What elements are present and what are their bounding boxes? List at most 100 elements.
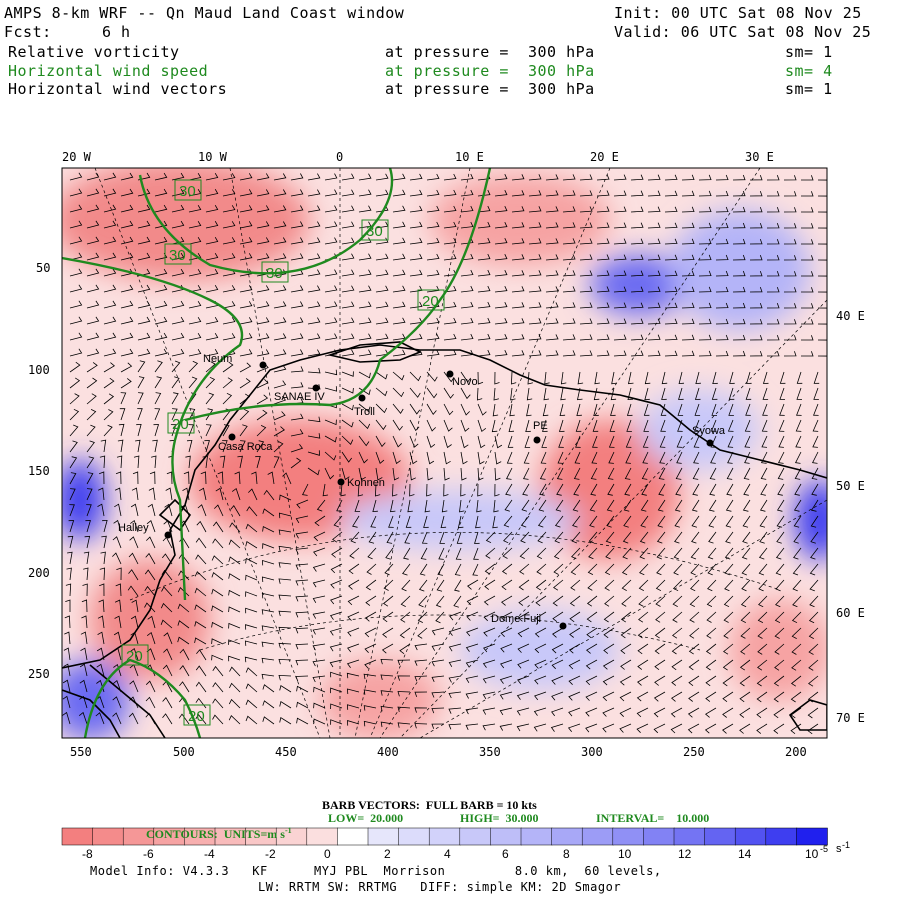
wind-barb bbox=[749, 254, 763, 261]
wind-barb bbox=[592, 435, 598, 448]
wind-barb bbox=[154, 300, 168, 309]
wind-barb bbox=[375, 285, 389, 293]
wind-barb bbox=[761, 435, 768, 448]
wind-barb bbox=[239, 221, 253, 229]
wind-barb bbox=[195, 537, 207, 549]
wind-barb bbox=[389, 499, 396, 513]
wind-barb bbox=[540, 451, 547, 464]
wind-barb bbox=[637, 675, 649, 686]
wind-barb bbox=[399, 643, 411, 655]
wind-barb bbox=[485, 547, 496, 559]
wind-barb bbox=[136, 423, 142, 437]
wind-barb bbox=[409, 451, 418, 465]
wind-barb bbox=[499, 691, 513, 700]
wind-barb bbox=[278, 658, 292, 665]
wind-barb bbox=[551, 659, 564, 670]
wind-barb bbox=[817, 291, 827, 293]
wind-barb bbox=[402, 563, 411, 576]
wind-barb bbox=[674, 499, 683, 512]
wind-barb bbox=[766, 222, 780, 229]
wind-barb bbox=[460, 253, 474, 261]
wind-barb bbox=[222, 377, 233, 389]
wind-barb bbox=[653, 723, 666, 734]
wind-barb bbox=[63, 647, 71, 661]
wind-barb bbox=[256, 394, 269, 405]
wind-barb bbox=[494, 222, 508, 229]
wind-barb bbox=[521, 499, 530, 512]
wind-barb bbox=[465, 659, 479, 668]
wind-barb bbox=[426, 333, 440, 341]
contours-units: CONTOURS: UNITS=m s bbox=[146, 827, 285, 841]
top-lon-labels: 20 W 10 W 0 10 E 20 E 30 E bbox=[62, 150, 774, 164]
wind-barb bbox=[312, 659, 326, 667]
wind-barb bbox=[196, 520, 207, 533]
wind-barb bbox=[516, 723, 530, 732]
wind-barb bbox=[443, 301, 457, 309]
wind-barb bbox=[256, 379, 269, 389]
wind-barb bbox=[742, 515, 751, 528]
wind-barb bbox=[603, 627, 615, 639]
wind-barb bbox=[630, 206, 644, 213]
wind-barb bbox=[358, 349, 372, 357]
wind-barb bbox=[460, 483, 466, 497]
wind-barb bbox=[383, 579, 394, 591]
wind-barb bbox=[262, 543, 275, 549]
wind-barb bbox=[749, 302, 763, 309]
wind-barb bbox=[153, 424, 160, 437]
wind-barb bbox=[117, 439, 124, 453]
wind-barb bbox=[625, 451, 632, 464]
wind-barb bbox=[657, 499, 666, 512]
wind-barb bbox=[664, 206, 678, 213]
wind-barb bbox=[358, 317, 372, 325]
wind-barb bbox=[477, 253, 491, 261]
wind-barb bbox=[537, 515, 547, 528]
wind-barb bbox=[692, 483, 700, 496]
wind-barb bbox=[245, 715, 258, 725]
wind-barb bbox=[399, 627, 411, 639]
wind-barb bbox=[460, 189, 474, 197]
wind-barb bbox=[426, 221, 440, 229]
wind-barb bbox=[494, 371, 500, 385]
wind-barb bbox=[403, 547, 411, 560]
wind-barb bbox=[196, 649, 207, 661]
wind-barb bbox=[790, 691, 802, 703]
wind-barb bbox=[477, 435, 486, 449]
wind-barb bbox=[519, 563, 530, 575]
wind-barb bbox=[681, 302, 695, 309]
wind-barb bbox=[778, 419, 785, 432]
wind-barb bbox=[448, 643, 462, 652]
wind-barb bbox=[222, 285, 236, 293]
wind-barb bbox=[775, 547, 785, 560]
wind-barb bbox=[656, 563, 666, 576]
wind-barb bbox=[418, 595, 428, 608]
wind-barb bbox=[290, 333, 304, 341]
wind-barb bbox=[99, 567, 106, 581]
wind-barb bbox=[62, 679, 71, 693]
wind-barb bbox=[114, 487, 122, 501]
wind-barb bbox=[97, 631, 105, 645]
wind-barb bbox=[792, 595, 802, 608]
wind-barb bbox=[681, 206, 695, 213]
parallel-70s bbox=[129, 532, 781, 601]
wind-barb bbox=[653, 707, 666, 718]
wind-barb bbox=[545, 350, 559, 357]
wind-barb bbox=[381, 643, 394, 654]
wind-barb bbox=[120, 252, 134, 261]
wind-barb bbox=[742, 499, 751, 512]
wind-barb bbox=[776, 515, 785, 528]
wind-barb bbox=[472, 563, 479, 576]
wind-barb bbox=[211, 605, 224, 613]
wind-barb bbox=[579, 238, 593, 245]
station-dot-sanae bbox=[312, 384, 320, 392]
wind-barb bbox=[795, 435, 802, 448]
wind-barb bbox=[307, 433, 321, 439]
wind-barb bbox=[655, 611, 666, 623]
cb-unit-exp: -5 bbox=[820, 844, 828, 854]
wind-barb bbox=[245, 624, 258, 630]
wind-barb bbox=[245, 607, 258, 614]
wind-barb bbox=[392, 301, 406, 309]
wind-barb bbox=[324, 333, 338, 341]
wind-barb bbox=[603, 611, 615, 623]
wind-barb bbox=[727, 435, 734, 448]
wind-barb bbox=[147, 615, 156, 629]
